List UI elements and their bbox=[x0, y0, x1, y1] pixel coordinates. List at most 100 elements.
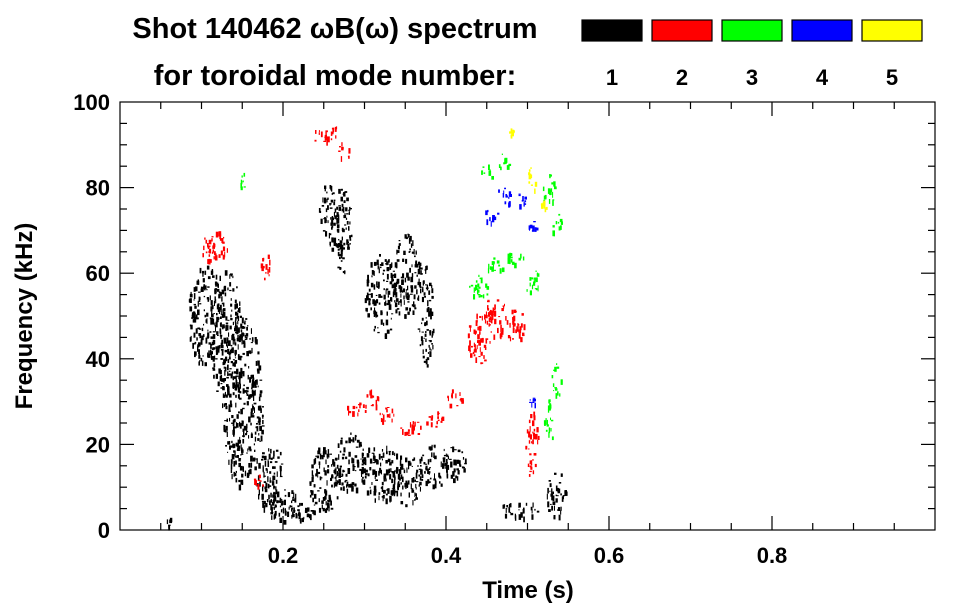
series-1-blob-0-dot-70 bbox=[195, 328, 198, 334]
series-1-blob-2-dot-44 bbox=[228, 459, 230, 465]
series-2-blob-12-dot-40 bbox=[476, 313, 478, 320]
series-1-blob-2-dot-157 bbox=[233, 471, 235, 477]
series-1-blob-19-dot-6 bbox=[168, 525, 170, 528]
series-1-blob-11-dot-67 bbox=[401, 480, 404, 482]
series-1-blob-16-dot-55 bbox=[426, 284, 429, 291]
series-1-blob-13-dot-29 bbox=[445, 462, 448, 468]
series-1-blob-0-dot-17 bbox=[210, 306, 213, 312]
series-1-blob-2-dot-113 bbox=[250, 462, 253, 468]
series-4-blob-4-dot-4 bbox=[531, 402, 533, 408]
series-1-blob-1-dot-68 bbox=[227, 348, 230, 354]
series-1-blob-2-dot-177 bbox=[230, 463, 233, 470]
series-2-blob-1-dot-10 bbox=[209, 248, 212, 254]
series-1-blob-0-dot-80 bbox=[189, 337, 191, 342]
series-1-blob-18 bbox=[546, 472, 568, 521]
series-1-blob-1-dot-72 bbox=[228, 351, 231, 356]
series-1-blob-2-dot-183 bbox=[228, 357, 231, 360]
series-1-blob-9-dot-43 bbox=[352, 488, 354, 491]
series-1-blob-10-dot-48 bbox=[391, 488, 394, 490]
series-1-blob-0-dot-101 bbox=[209, 317, 211, 320]
series-2-blob-9-dot-16 bbox=[404, 431, 407, 436]
series-1-blob-13-dot-23 bbox=[464, 462, 467, 465]
series-1-blob-8-dot-0 bbox=[318, 447, 321, 453]
series-3-blob-8-dot-20 bbox=[550, 428, 552, 432]
series-2-blob-12-dot-45 bbox=[484, 319, 487, 324]
series-1-blob-11-dot-51 bbox=[411, 478, 415, 483]
series-1-blob-11-dot-29 bbox=[397, 483, 401, 488]
series-1-blob-7-dot-35 bbox=[350, 234, 353, 238]
series-3-blob-0-dot-10 bbox=[477, 294, 481, 296]
series-1-blob-11-dot-61 bbox=[400, 455, 403, 460]
series-1-blob-14-dot-15 bbox=[371, 275, 373, 278]
series-1-blob-10-dot-101 bbox=[385, 460, 388, 464]
series-1-blob-16-dot-61 bbox=[423, 337, 425, 340]
series-1-blob-13-dot-13 bbox=[455, 475, 457, 479]
series-2-blob-16 bbox=[253, 474, 264, 490]
series-4-blob-1-dot-0 bbox=[508, 196, 510, 199]
series-1-blob-10-dot-7 bbox=[362, 476, 364, 479]
series-2-blob-1-dot-2 bbox=[213, 256, 215, 260]
series-1-blob-2-dot-128 bbox=[246, 393, 249, 396]
series-1-blob-2-dot-195 bbox=[239, 439, 241, 444]
series-1-blob-0-dot-85 bbox=[201, 360, 204, 366]
series-5-blob-1-dot-5 bbox=[528, 173, 532, 180]
series-3-blob-6-dot-11 bbox=[554, 186, 557, 190]
series-1-blob-11-dot-66 bbox=[412, 458, 414, 462]
series-2-blob-10-dot-7 bbox=[426, 421, 429, 426]
series-1-blob-10-dot-44 bbox=[369, 467, 372, 471]
series-5-blob-1-dot-7 bbox=[528, 173, 531, 175]
series-1-blob-16-dot-34 bbox=[429, 330, 432, 334]
series-2-blob-13-dot-3 bbox=[502, 327, 504, 333]
series-1-blob-14-dot-12 bbox=[390, 298, 393, 302]
series-1-blob-1-dot-5 bbox=[229, 400, 232, 404]
series-2-blob-15-dot-15 bbox=[533, 415, 536, 421]
series-1-blob-0-dot-10 bbox=[205, 285, 207, 290]
series-2-blob-11-dot-12 bbox=[447, 395, 449, 399]
series-2-blob-1-dot-13 bbox=[205, 239, 208, 244]
series-1-blob-9-dot-75 bbox=[362, 448, 364, 451]
series-1-blob-10-dot-45 bbox=[389, 462, 392, 466]
series-1-blob-2-dot-190 bbox=[258, 420, 261, 426]
series-2-blob-10-dot-0 bbox=[430, 417, 433, 421]
series-1-blob-8-dot-83 bbox=[325, 507, 329, 511]
series-1-blob-2-dot-274 bbox=[245, 318, 248, 320]
series-1-blob-2-dot-137 bbox=[234, 326, 238, 329]
series-1-blob-1-dot-141 bbox=[220, 304, 222, 311]
series-1-blob-2-dot-252 bbox=[240, 356, 243, 358]
series-1-blob-1-dot-71 bbox=[225, 325, 229, 331]
series-1-blob-11-dot-50 bbox=[416, 494, 417, 499]
series-2-blob-15-dot-1 bbox=[532, 439, 534, 445]
series-1-blob-3-dot-32 bbox=[280, 463, 284, 465]
series-2-blob-2-dot-8 bbox=[262, 258, 265, 262]
series-2-blob-12-dot-50 bbox=[479, 331, 481, 335]
series-1-blob-11-dot-28 bbox=[406, 486, 409, 488]
series-1-blob-14-dot-47 bbox=[378, 283, 380, 289]
series-1-blob-12-dot-42 bbox=[449, 458, 452, 460]
series-1-blob-2-dot-43 bbox=[261, 429, 264, 435]
series-1-blob-11-dot-38 bbox=[417, 465, 419, 467]
series-1-blob-16-dot-12 bbox=[432, 328, 435, 334]
series-1-blob-1-dot-27 bbox=[230, 298, 232, 301]
series-1-blob-15-dot-9 bbox=[402, 279, 404, 282]
series-2-blob-13-dot-27 bbox=[489, 310, 492, 316]
series-3-blob-3-dot-15 bbox=[526, 289, 528, 292]
series-1-blob-2-dot-247 bbox=[222, 394, 225, 398]
chart-title-line2: for toroidal mode number: bbox=[154, 60, 517, 92]
series-2-blob-9-dot-1 bbox=[417, 433, 421, 435]
series-1-blob-15-dot-63 bbox=[398, 301, 400, 305]
series-3-blob-8-dot-17 bbox=[545, 429, 548, 432]
series-1-blob-15-dot-32 bbox=[409, 250, 411, 253]
series-1-blob-3-dot-51 bbox=[270, 457, 273, 460]
series-1-blob-7-dot-19 bbox=[346, 213, 349, 215]
series-1-blob-1-dot-143 bbox=[212, 339, 215, 345]
series-1-blob-2-dot-202 bbox=[239, 421, 241, 427]
series-1-blob-4-dot-21 bbox=[295, 493, 297, 499]
series-1-blob-1-dot-136 bbox=[230, 344, 233, 347]
series-1-blob-0-dot-47 bbox=[197, 346, 199, 352]
series-2-blob-12-dot-51 bbox=[470, 353, 473, 358]
series-2-blob-8-dot-2 bbox=[386, 409, 388, 413]
series-3-blob-0-dot-11 bbox=[486, 286, 490, 290]
series-2-blob-1-dot-7 bbox=[208, 245, 211, 247]
series-1-blob-7-dot-60 bbox=[345, 227, 347, 230]
series-1-blob-9-dot-79 bbox=[363, 457, 367, 462]
